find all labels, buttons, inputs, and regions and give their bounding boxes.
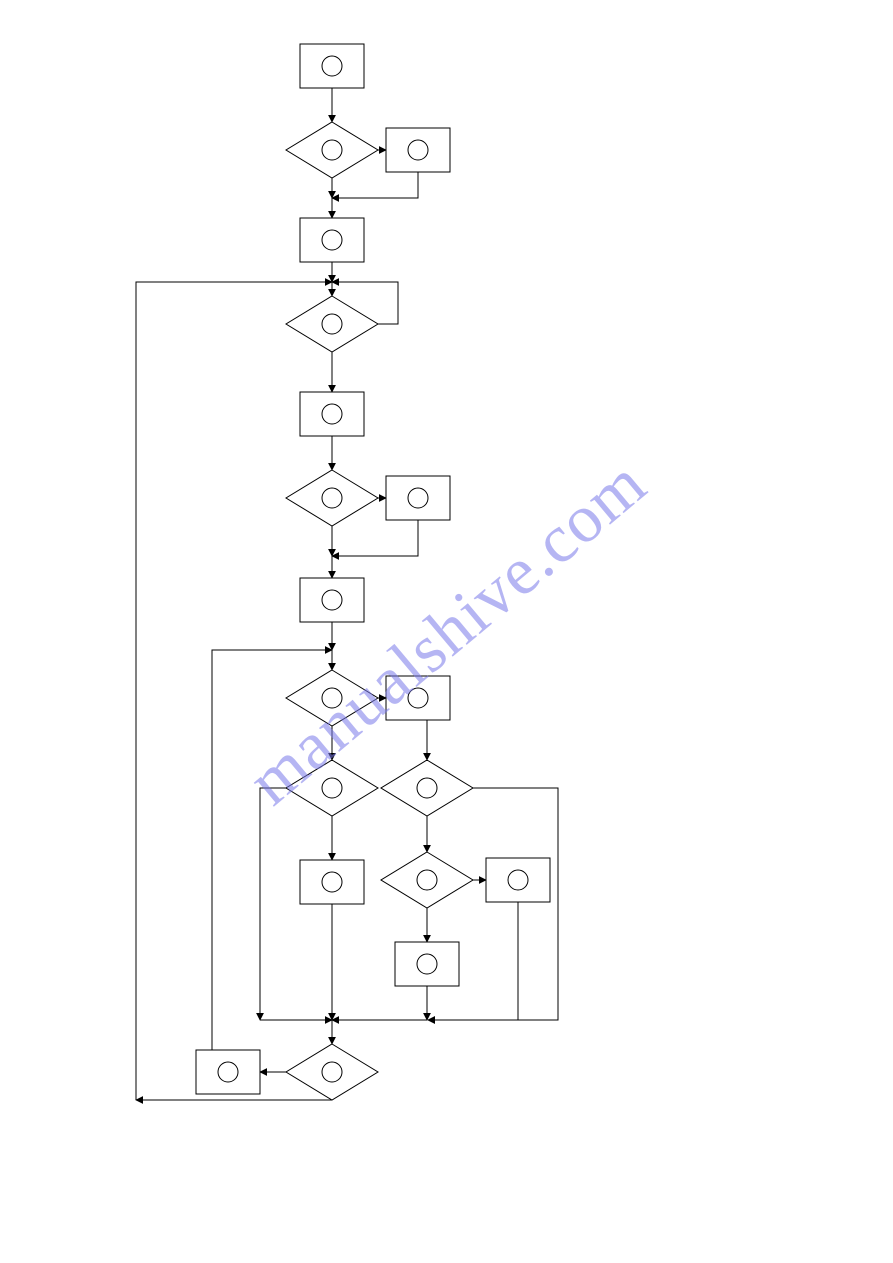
- node-circle-icon: [322, 1062, 342, 1082]
- node-circle-icon: [408, 688, 428, 708]
- flowchart-svg: [0, 0, 893, 1263]
- node-d3: [286, 470, 378, 526]
- node-circle-icon: [508, 870, 528, 890]
- node-p4: [300, 392, 364, 436]
- node-p1: [300, 44, 364, 88]
- node-circle-icon: [322, 590, 342, 610]
- node-circle-icon: [322, 230, 342, 250]
- node-p6: [300, 578, 364, 622]
- node-d5: [286, 760, 378, 816]
- node-circle-icon: [218, 1062, 238, 1082]
- node-d7: [381, 852, 473, 908]
- node-d4: [286, 670, 378, 726]
- node-circle-icon: [322, 314, 342, 334]
- node-p3: [300, 218, 364, 262]
- node-circle-icon: [322, 778, 342, 798]
- node-p10: [395, 942, 459, 986]
- node-p7: [386, 676, 450, 720]
- node-circle-icon: [322, 140, 342, 160]
- node-d2: [286, 296, 378, 352]
- node-p5: [386, 476, 450, 520]
- flow-edge: [260, 788, 286, 1020]
- node-circle-icon: [408, 140, 428, 160]
- node-circle-icon: [417, 778, 437, 798]
- node-d8: [286, 1044, 378, 1100]
- node-circle-icon: [417, 870, 437, 890]
- node-circle-icon: [408, 488, 428, 508]
- node-d1: [286, 122, 378, 178]
- node-circle-icon: [322, 56, 342, 76]
- node-p9: [486, 858, 550, 902]
- flow-edge: [332, 172, 418, 198]
- flow-edge: [418, 720, 427, 760]
- node-circle-icon: [322, 688, 342, 708]
- node-circle-icon: [322, 872, 342, 892]
- flow-edge: [332, 520, 418, 556]
- node-circle-icon: [322, 488, 342, 508]
- node-p8: [300, 860, 364, 904]
- node-circle-icon: [322, 404, 342, 424]
- node-p11: [196, 1050, 260, 1094]
- node-d6: [381, 760, 473, 816]
- node-p2: [386, 128, 450, 172]
- node-circle-icon: [417, 954, 437, 974]
